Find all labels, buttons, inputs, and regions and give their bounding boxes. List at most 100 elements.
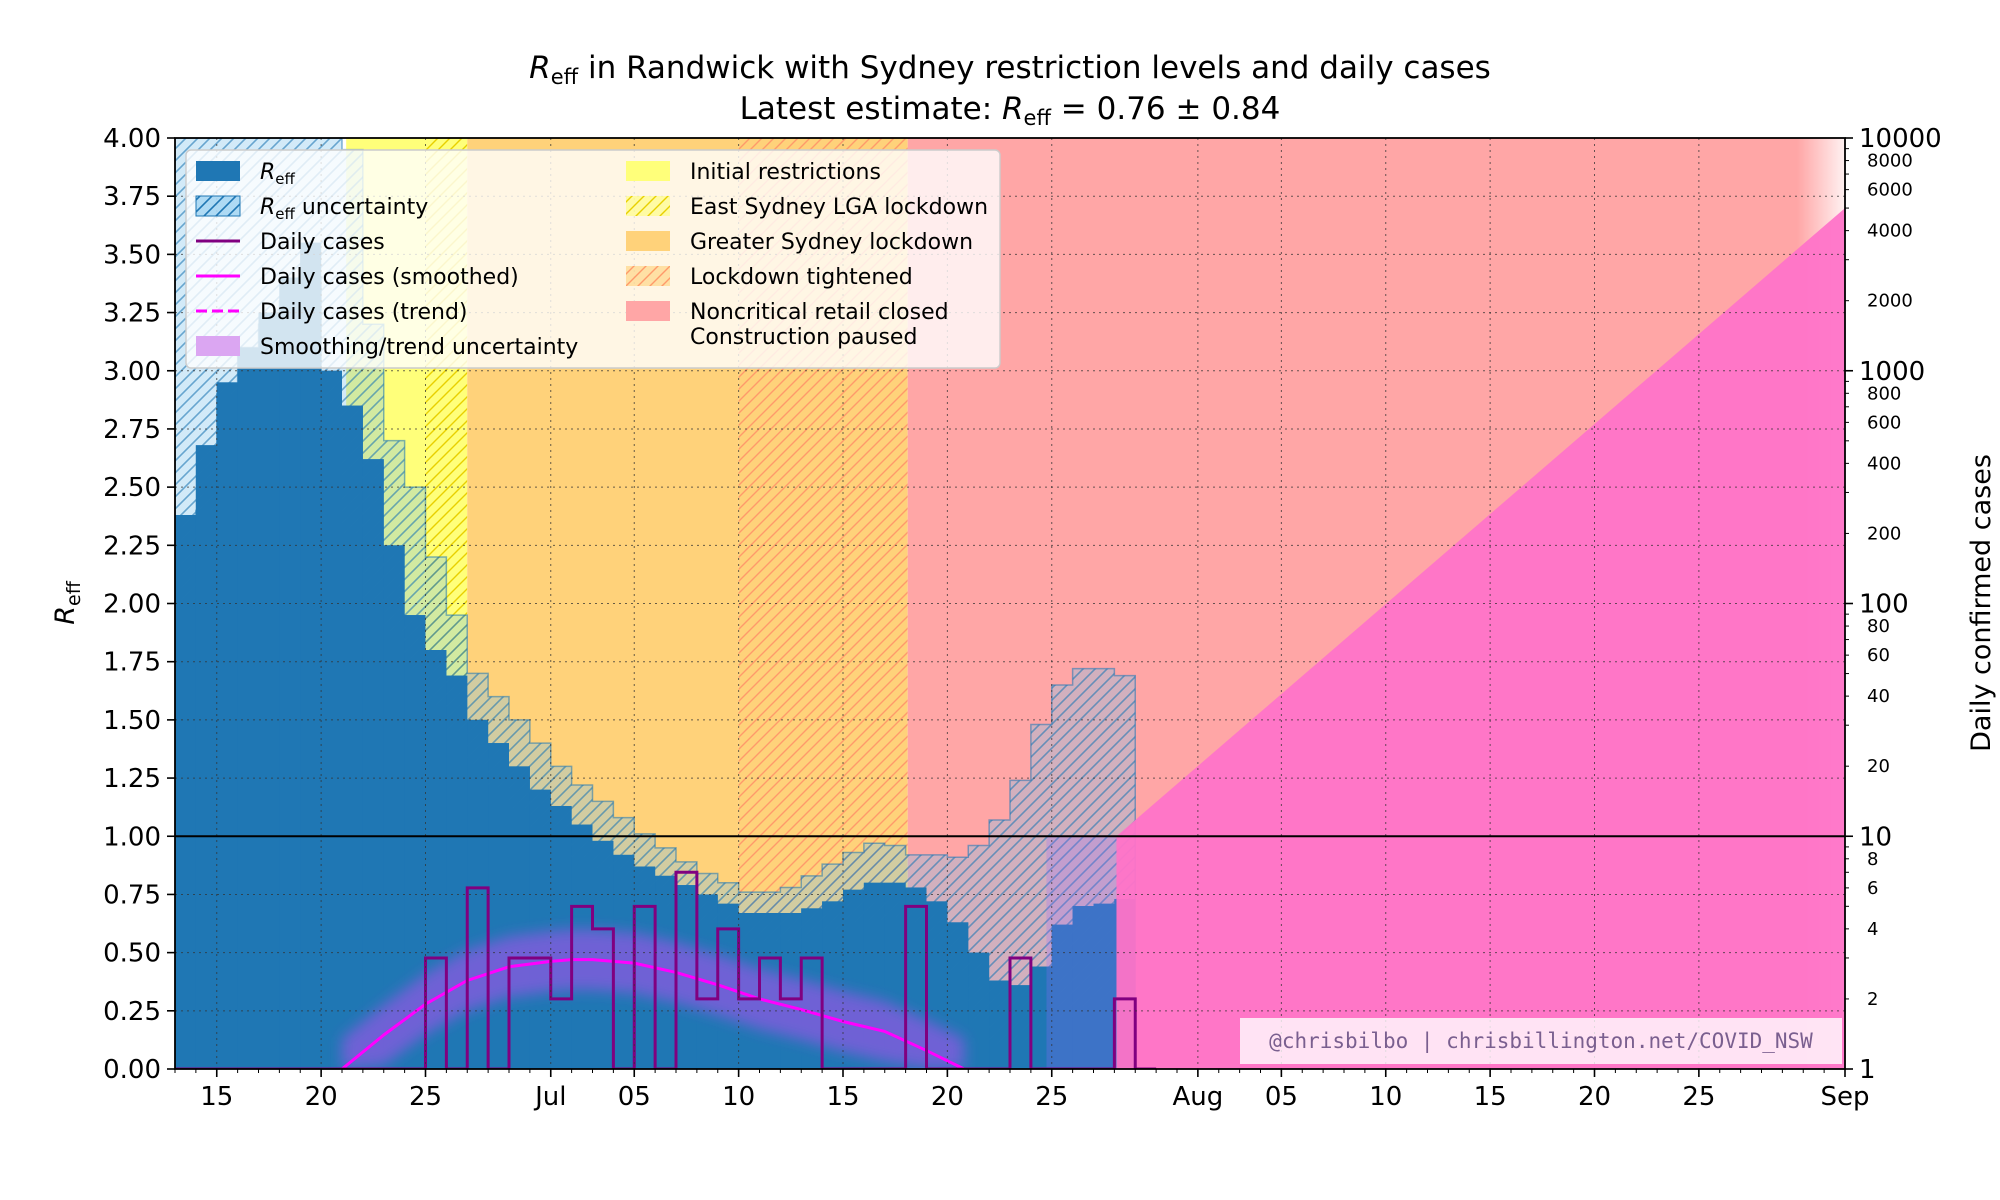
x-tick-label: 05 xyxy=(1265,1082,1298,1112)
y-right-minor-tick-label: 8000 xyxy=(1867,151,1913,172)
reff-bar xyxy=(362,459,384,1069)
x-tick-label: 25 xyxy=(1035,1082,1068,1112)
reff-bar xyxy=(195,445,217,1069)
x-tick-label: 25 xyxy=(409,1082,442,1112)
legend-left-label-4: Daily cases (trend) xyxy=(260,300,468,325)
legend-box xyxy=(185,149,1001,369)
y-axis-label-left: Reff xyxy=(50,580,85,624)
legend-right-label-4-line2: Construction paused xyxy=(690,325,917,350)
y-right-minor-tick-label: 80 xyxy=(1867,616,1890,637)
reff-bar xyxy=(175,515,196,1069)
reff-bar xyxy=(258,312,280,1069)
reff-bar xyxy=(279,277,301,1069)
reff-bar xyxy=(509,766,530,1069)
y-left-tick-label: 2.00 xyxy=(103,590,161,620)
y-left-tick-label: 2.75 xyxy=(103,415,161,445)
y-right-tick-label: 1 xyxy=(1859,1055,1876,1085)
chart-title: Reff in Randwick with Sydney restriction… xyxy=(529,50,1491,89)
credit-text: @chrisbilbo | chrisbillington.net/COVID_… xyxy=(1269,1029,1813,1054)
y-right-minor-tick-label: 4000 xyxy=(1867,221,1913,242)
y-right-minor-tick-label: 20 xyxy=(1867,756,1890,777)
reff-bar xyxy=(216,382,238,1069)
legend-right-label-1: East Sydney LGA lockdown xyxy=(690,195,988,220)
y-right-minor-tick-label: 800 xyxy=(1867,383,1901,404)
y-right-minor-tick-label: 400 xyxy=(1867,453,1901,474)
y-right-minor-tick-label: 6 xyxy=(1867,878,1878,899)
x-tick-label: 20 xyxy=(1578,1082,1611,1112)
reff-bar xyxy=(488,743,509,1069)
y-left-tick-label: 0.25 xyxy=(103,997,161,1027)
x-tick-label: Aug xyxy=(1172,1082,1223,1112)
y-right-minor-tick-label: 40 xyxy=(1867,686,1890,707)
x-tick-label: Jul xyxy=(533,1082,566,1112)
y-left-tick-label: 1.00 xyxy=(103,822,161,852)
legend-left-label-1: Reff uncertainty xyxy=(260,195,428,223)
x-tick-label: 20 xyxy=(931,1082,964,1112)
smoothed-cases-line xyxy=(341,958,965,1069)
legend-right-2-swatch xyxy=(626,231,670,251)
legend-left-label-5: Smoothing/trend uncertainty xyxy=(260,335,578,360)
y-left-tick-label: 3.25 xyxy=(103,299,161,329)
legend-right-label-3: Lockdown tightened xyxy=(690,265,913,290)
y-left-tick-label: 1.25 xyxy=(103,764,161,794)
y-right-tick-label: 100 xyxy=(1859,590,1909,620)
legend-right-3-swatch-hatch xyxy=(626,266,670,286)
reff-bar xyxy=(404,615,426,1069)
y-left-tick-label: 2.50 xyxy=(103,473,161,503)
legend-left-5-swatch xyxy=(196,336,240,356)
y-right-minor-tick-label: 6000 xyxy=(1867,180,1913,201)
reff-bar xyxy=(383,545,405,1069)
legend-left-1-swatch-hatch xyxy=(196,196,240,216)
legend-left-label-2: Daily cases xyxy=(260,230,385,255)
y-right-minor-tick-label: 2 xyxy=(1867,989,1878,1010)
reff-bar xyxy=(237,347,259,1069)
legend-right-0-swatch xyxy=(626,161,670,181)
y-right-minor-tick-label: 600 xyxy=(1867,412,1901,433)
legend-right-label-2: Greater Sydney lockdown xyxy=(690,230,973,255)
y-left-tick-label: 3.50 xyxy=(103,240,161,270)
y-left-tick-label: 3.00 xyxy=(103,357,161,387)
y-right-minor-tick-label: 4 xyxy=(1867,919,1878,940)
reff-bar xyxy=(342,405,363,1069)
y-right-tick-label: 10 xyxy=(1859,822,1892,852)
y-left-tick-label: 2.25 xyxy=(103,531,161,561)
y-right-minor-tick-label: 2000 xyxy=(1867,291,1913,312)
y-left-tick-label: 1.75 xyxy=(103,648,161,678)
legend-right-4-swatch xyxy=(626,301,670,321)
reff-bar xyxy=(425,650,447,1069)
y-left-tick-label: 0.00 xyxy=(103,1055,161,1085)
chart-subtitle: Latest estimate: Reff = 0.76 ± 0.84 xyxy=(740,91,1281,130)
y-axis-label-right: Daily confirmed cases xyxy=(1966,454,1997,752)
x-tick-label: 10 xyxy=(1369,1082,1402,1112)
x-tick-label: 05 xyxy=(618,1082,651,1112)
legend-left-0-swatch xyxy=(196,161,240,181)
legend-right-1-swatch-hatch xyxy=(626,196,670,216)
y-left-tick-label: 4.00 xyxy=(103,124,161,154)
credit-box: @chrisbilbo | chrisbillington.net/COVID_… xyxy=(1240,1018,1842,1064)
trend-projection xyxy=(1116,208,1845,1069)
daily-cases-line xyxy=(175,870,1157,1069)
legend: Reff Reff uncertainty Daily cases Daily cas… xyxy=(185,149,1001,369)
x-tick-label: Sep xyxy=(1820,1082,1869,1112)
smoothing-uncertainty-band xyxy=(342,929,965,1069)
y-right-minor-tick-label: 200 xyxy=(1867,523,1901,544)
x-tick-label: 25 xyxy=(1682,1082,1715,1112)
y-left-tick-label: 0.50 xyxy=(103,939,161,969)
legend-left-label-0: Reff xyxy=(260,160,296,188)
axes: 0.00 0.25 0.50 0.75 1.00 1.25 1.50 1.75 2.00 2.25… xyxy=(103,124,1942,1112)
y-left-tick-label: 3.75 xyxy=(103,182,161,212)
y-left-tick-label: 0.75 xyxy=(103,880,161,910)
legend-left-label-3: Daily cases (smoothed) xyxy=(260,265,519,290)
y-right-tick-label: 1000 xyxy=(1859,357,1925,387)
x-tick-label: 15 xyxy=(826,1082,859,1112)
reff-bar xyxy=(529,789,551,1069)
y-left-tick-label: 1.50 xyxy=(103,706,161,736)
legend-right-label-0: Initial restrictions xyxy=(690,160,881,185)
x-tick-label: 15 xyxy=(200,1082,233,1112)
reff-bar xyxy=(300,242,322,1069)
y-right-tick-label: 10000 xyxy=(1859,124,1942,154)
legend-right-label-4: Noncritical retail closed xyxy=(690,300,949,325)
x-tick-label: 15 xyxy=(1474,1082,1507,1112)
y-right-minor-tick-label: 8 xyxy=(1867,849,1878,870)
